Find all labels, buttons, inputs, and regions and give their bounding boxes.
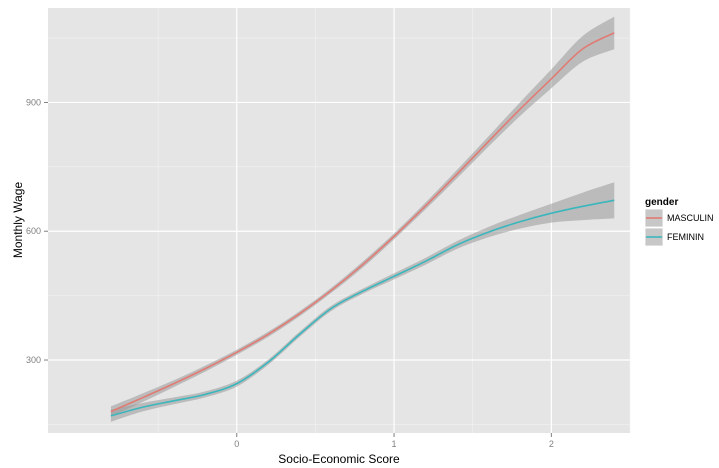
confidence-band-feminin	[110, 182, 615, 422]
grid-minor	[48, 8, 631, 433]
x-axis-title: Socio-Economic Score	[278, 452, 400, 466]
legend-title: gender	[645, 197, 678, 208]
series-line-masculin	[110, 32, 615, 413]
y-axis-title: Monthly Wage	[11, 182, 25, 259]
y-tick-label: 600	[26, 226, 41, 236]
y-tick-label: 900	[26, 97, 41, 107]
x-tick-label: 1	[392, 439, 397, 449]
y-axis-ticks: 300 600 900	[26, 97, 48, 365]
legend-label-feminin: FEMININ	[667, 232, 704, 242]
legend: gender MASCULIN FEMININ	[644, 197, 714, 247]
x-axis-ticks: 0 1 2	[234, 433, 554, 449]
series-lines	[110, 32, 615, 417]
x-tick-label: 2	[549, 439, 554, 449]
legend-label-masculin: MASCULIN	[667, 213, 714, 223]
confidence-band-masculin	[110, 16, 615, 417]
confidence-bands	[110, 16, 615, 422]
x-tick-label: 0	[234, 439, 239, 449]
series-line-feminin	[110, 199, 615, 417]
y-tick-label: 300	[26, 355, 41, 365]
